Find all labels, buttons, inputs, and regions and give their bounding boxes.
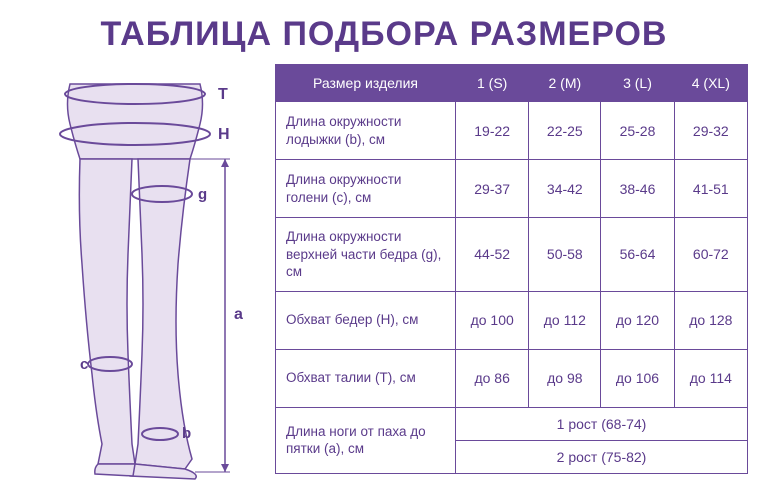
- cell: 29-37: [456, 160, 529, 218]
- table-row: Длина окружности голени (c), см 29-37 34…: [276, 160, 748, 218]
- cell: до 112: [529, 291, 601, 349]
- footer-label: Длина ноги от паха до пятки (a), см: [276, 407, 456, 473]
- diagram-label-t: T: [218, 86, 228, 103]
- table-row: Обхват талии (T), см до 86 до 98 до 106 …: [276, 349, 748, 407]
- cell: до 128: [674, 291, 747, 349]
- cell: 50-58: [529, 218, 601, 292]
- diagram-label-c: c: [80, 356, 88, 373]
- footer-row-1: 1 рост (68-74): [456, 407, 748, 440]
- cell: до 100: [456, 291, 529, 349]
- row-label: Длина окружности верхней части бедра (g)…: [276, 218, 456, 292]
- page-title: ТАБЛИЦА ПОДБОРА РАЗМЕРОВ: [20, 15, 748, 54]
- cell: 25-28: [601, 102, 674, 160]
- row-label: Длина окружности лодыжки (b), см: [276, 102, 456, 160]
- table-row: Длина окружности лодыжки (b), см 19-22 2…: [276, 102, 748, 160]
- diagram-label-g: g: [198, 186, 207, 203]
- header-size-1: 1 (S): [456, 65, 529, 102]
- cell: 34-42: [529, 160, 601, 218]
- diagram-label-b: b: [182, 425, 191, 442]
- cell: до 120: [601, 291, 674, 349]
- cell: 44-52: [456, 218, 529, 292]
- header-size-3: 3 (L): [601, 65, 674, 102]
- table-row: Длина окружности верхней части бедра (g)…: [276, 218, 748, 292]
- leg-diagram: T H g a c b: [20, 64, 260, 491]
- size-table: Размер изделия 1 (S) 2 (M) 3 (L) 4 (XL) …: [275, 64, 748, 474]
- header-label: Размер изделия: [276, 65, 456, 102]
- table-row-footer: Длина ноги от паха до пятки (a), см 1 ро…: [276, 407, 748, 440]
- row-label: Длина окружности голени (c), см: [276, 160, 456, 218]
- footer-row-2: 2 рост (75-82): [456, 440, 748, 473]
- row-label: Обхват талии (T), см: [276, 349, 456, 407]
- table-row: Обхват бедер (H), см до 100 до 112 до 12…: [276, 291, 748, 349]
- diagram-label-h: H: [218, 126, 230, 143]
- header-size-4: 4 (XL): [674, 65, 747, 102]
- header-size-2: 2 (M): [529, 65, 601, 102]
- cell: 22-25: [529, 102, 601, 160]
- cell: 19-22: [456, 102, 529, 160]
- cell: 60-72: [674, 218, 747, 292]
- cell: 38-46: [601, 160, 674, 218]
- cell: до 114: [674, 349, 747, 407]
- cell: до 86: [456, 349, 529, 407]
- diagram-label-a: a: [234, 306, 243, 323]
- cell: до 98: [529, 349, 601, 407]
- row-label: Обхват бедер (H), см: [276, 291, 456, 349]
- cell: до 106: [601, 349, 674, 407]
- cell: 56-64: [601, 218, 674, 292]
- cell: 41-51: [674, 160, 747, 218]
- cell: 29-32: [674, 102, 747, 160]
